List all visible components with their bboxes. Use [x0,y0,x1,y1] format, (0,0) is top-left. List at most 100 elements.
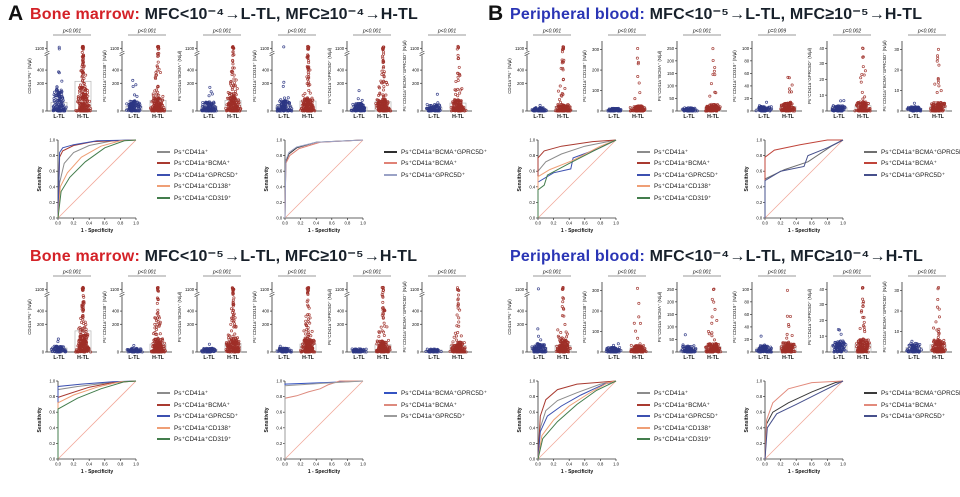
svg-text:Sensitivity: Sensitivity [264,166,270,191]
svg-text:200: 200 [187,322,195,327]
svg-text:H-TL: H-TL [452,355,465,361]
svg-text:0.2: 0.2 [276,199,282,204]
roc-plot: 0.00.00.20.20.40.40.60.60.80.81.01.01 - … [744,379,847,476]
section-peripheral-blood-1e-5: Peripheral blood: MFC<10⁻⁵→L-TL, MFC≥10⁻… [506,6,960,242]
scatter-plot: 0 200 400 1100 L-TL H-TL p<0.001 Ps⁺CD41a⁺BCMA⁺… [402,270,472,361]
legend-item: Ps⁺CD41a⁺BCMA⁺ [157,401,259,409]
svg-text:H-TL: H-TL [377,114,390,120]
svg-text:L-TL: L-TL [428,114,440,120]
roc-legend: Ps⁺CD41a⁺BCMA⁺GPRC5D⁺ Ps⁺CD41a⁺BCMA⁺ Ps⁺CD… [864,389,960,483]
svg-text:0.4: 0.4 [313,220,319,225]
roc-block: 0.0 0.0 0.2 0.2 0.4 0.4 0.6 0.6 0.8 0.8 1.0 1.0 1 - … [34,132,261,242]
legend-item: Ps⁺CD41a⁺BCMA⁺GPRC5D⁺ [864,148,960,156]
roc-block: 0.0 0.0 0.2 0.2 0.4 0.4 0.6 0.6 0.8 0.8 1.0 1.0 1 - … [514,373,741,483]
svg-text:CD41a⁺Ps⁺ (N/μl): CD41a⁺Ps⁺ (N/μl) [27,299,32,335]
svg-text:1.0: 1.0 [133,462,139,467]
legend-item: Ps⁺CD41a⁺CD319⁺ [157,194,259,202]
svg-text:Ps⁺CD41a⁺BCMA⁺GPRC5D⁺ (N/μl): Ps⁺CD41a⁺BCMA⁺GPRC5D⁺ (N/μl) [402,281,407,353]
svg-text:Ps⁺CD41a⁺CD138⁺ (N/μl): Ps⁺CD41a⁺CD138⁺ (N/μl) [582,49,587,101]
legend-swatch-icon [384,392,397,395]
legend-item: Ps⁺CD41a⁺BCMA⁺ [384,401,486,409]
svg-text:1 - Specificity: 1 - Specificity [308,228,340,234]
section-title: Bone marrow: MFC<10⁻⁵→L-TL, MFC≥10⁻⁵→H-T… [30,248,480,266]
svg-text:0.2: 0.2 [298,462,304,467]
legend-swatch-icon [864,403,877,406]
svg-text:L-TL: L-TL [833,114,845,120]
svg-text:p<0.001: p<0.001 [212,28,231,34]
legend-item: Ps⁺CD41a⁺BCMA⁺GPRC5D⁺ [384,148,487,156]
svg-text:400: 400 [37,309,45,314]
legend-label: Ps⁺CD41a⁺CD319⁺ [654,436,712,444]
roc-block: 0.0 0.0 0.2 0.2 0.4 0.4 0.6 0.6 0.8 0.8 1.0 1.0 1 - … [741,132,960,242]
svg-text:200: 200 [412,80,420,85]
roc-legend: Ps⁺CD41a⁺ Ps⁺CD41a⁺BCMA⁺ Ps⁺CD41a⁺GPRC5D⁺ P… [157,148,259,242]
legend-label: Ps⁺CD41a⁺GPRC5D⁺ [401,413,466,421]
svg-text:50: 50 [669,96,674,101]
section-title: Bone marrow: MFC<10⁻⁴→L-TL, MFC≥10⁻⁴→H-T… [30,6,480,24]
svg-text:0.2: 0.2 [71,220,77,225]
svg-text:Ps⁺CD41a⁺GPRC5D⁺ (N/μl): Ps⁺CD41a⁺GPRC5D⁺ (N/μl) [327,47,332,104]
legend-label: Ps⁺CD41a⁺BCMA⁺GPRC5D⁺ [401,148,487,156]
svg-text:1 - Specificity: 1 - Specificity [81,469,113,475]
svg-text:0: 0 [597,108,600,113]
svg-text:p<0.001: p<0.001 [362,28,381,34]
svg-text:Ps⁺CD41a⁺CD319⁺ (N/μl): Ps⁺CD41a⁺CD319⁺ (N/μl) [252,291,257,343]
legend-label: Ps⁺CD41a⁺ [654,390,689,398]
svg-text:L-TL: L-TL [203,114,215,120]
svg-text:400: 400 [262,67,270,72]
svg-text:Ps⁺CD41a⁺CD319⁺ (N/μl): Ps⁺CD41a⁺CD319⁺ (N/μl) [252,49,257,101]
legend-swatch-icon [384,415,397,418]
legend-item: Ps⁺CD41a⁺CD319⁺ [637,194,739,202]
roc-row: 0.0 0.0 0.2 0.2 0.4 0.4 0.6 0.6 0.8 0.8 1.0 1.0 1 - … [34,373,487,483]
section-title-condition: MFC<10⁻⁴→L-TL, MFC≥10⁻⁴→H-TL [649,247,923,265]
section-title-condition: MFC<10⁻⁵→L-TL, MFC≥10⁻⁵→H-TL [649,6,923,23]
scatter-row: 0 200 400 1100 L-TL H-TL p<0.001 CD41a⁺Ps⁺ (N/μ… [506,25,960,131]
panel-label-b: B [488,2,504,25]
roc-plot: 0.00.00.20.20.40.40.60.60.80.81.01.01 - … [517,379,620,476]
legend-item: Ps⁺CD41a⁺GPRC5D⁺ [637,171,739,179]
svg-text:200: 200 [37,322,45,327]
legend-label: Ps⁺CD41a⁺CD138⁺ [654,424,712,432]
legend-swatch-icon [637,162,650,165]
legend-item: Ps⁺CD41a⁺CD138⁺ [157,182,259,190]
svg-text:0.0: 0.0 [55,220,61,225]
scatter-plot: 0 50 100 150 200 250 L-TL H-TL p<0.001 Ps⁺CD41a⁺B… [657,28,727,120]
roc-block: 0.0 0.0 0.2 0.2 0.4 0.4 0.6 0.6 0.8 0.8 1.0 1.0 1 - … [261,373,488,483]
legend-swatch-icon [157,392,170,395]
svg-text:0.6: 0.6 [276,168,282,173]
svg-text:0.6: 0.6 [329,220,335,225]
svg-text:0.0: 0.0 [276,215,282,220]
svg-text:200: 200 [37,80,45,85]
svg-text:Ps⁺CD41a⁺CD138⁺ (N/μl): Ps⁺CD41a⁺CD138⁺ (N/μl) [102,291,107,343]
section-title-tissue: Peripheral blood: [510,6,645,23]
legend-swatch-icon [384,162,397,165]
legend-swatch-icon [864,392,877,395]
legend-swatch-icon [637,196,650,199]
svg-text:300: 300 [592,47,600,52]
legend-swatch-icon [157,426,170,429]
legend-label: Ps⁺CD41a⁺BCMA⁺ [881,160,937,168]
roc-block: 0.0 0.0 0.2 0.2 0.4 0.4 0.6 0.6 0.8 0.8 1.0 1.0 1 - … [514,132,741,242]
scatter-row: 0 200 400 1100 L-TL H-TL p<0.001 CD41a⁺Ps⁺ (N/μ… [506,266,960,372]
svg-text:0: 0 [342,350,345,355]
legend-label: Ps⁺CD41a⁺GPRC5D⁺ [654,171,719,179]
legend-swatch-icon [637,185,650,188]
svg-text:200: 200 [337,322,345,327]
svg-text:0.0: 0.0 [282,462,288,467]
roc-block: 0.0 0.0 0.2 0.2 0.4 0.4 0.6 0.6 0.8 0.8 1.0 1.0 1 - … [34,373,261,483]
svg-text:100: 100 [667,83,675,88]
svg-text:0.4: 0.4 [276,425,282,430]
svg-text:0: 0 [42,108,45,113]
svg-text:H-TL: H-TL [557,114,570,120]
svg-text:20: 20 [744,96,749,101]
svg-text:1100: 1100 [35,45,45,50]
legend-item: Ps⁺CD41a⁺CD319⁺ [637,435,739,443]
svg-text:0.8: 0.8 [49,394,55,399]
legend-swatch-icon [157,173,170,176]
roc-plot: 0.00.00.20.20.40.40.60.60.80.81.01.01 - … [264,379,367,476]
svg-text:Sensitivity: Sensitivity [264,407,270,432]
svg-text:0.4: 0.4 [313,462,319,467]
svg-text:p<0.001: p<0.001 [362,270,381,276]
legend-label: Ps⁺CD41a⁺CD319⁺ [654,194,712,202]
